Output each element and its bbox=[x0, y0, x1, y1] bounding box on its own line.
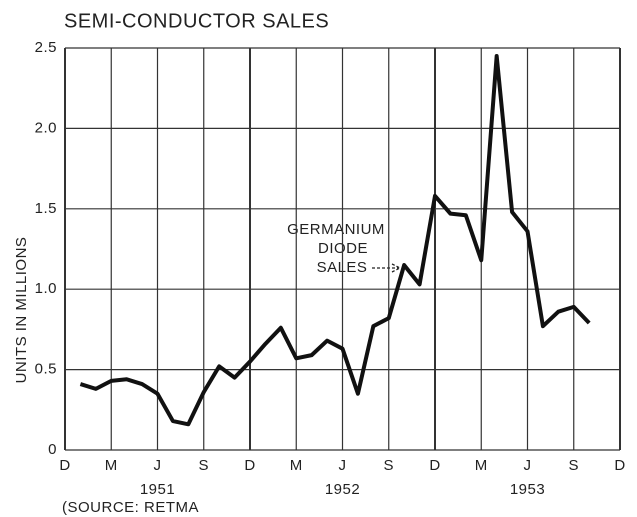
x-tick-label: D bbox=[429, 457, 440, 474]
y-tick-label: 0 bbox=[48, 441, 57, 458]
x-tick-label: M bbox=[105, 457, 118, 474]
annotation-line: GERMANIUM bbox=[287, 221, 385, 238]
y-tick-label: 1.5 bbox=[35, 200, 57, 217]
x-tick-label: M bbox=[475, 457, 488, 474]
data-line bbox=[79, 54, 591, 427]
annotation-arrow bbox=[372, 263, 402, 273]
chart-title: SEMI-CONDUCTOR SALES bbox=[64, 10, 329, 32]
year-label: 1953 bbox=[510, 481, 545, 498]
year-label: 1951 bbox=[140, 481, 175, 498]
x-tick-label: S bbox=[198, 457, 209, 474]
x-tick-label: S bbox=[383, 457, 394, 474]
y-tick-label: 1.0 bbox=[35, 280, 57, 297]
x-tick-label: J bbox=[524, 457, 532, 474]
x-tick-label: J bbox=[154, 457, 162, 474]
x-tick-label: D bbox=[59, 457, 70, 474]
x-tick-label: S bbox=[568, 457, 579, 474]
x-tick-label: M bbox=[290, 457, 303, 474]
source-note: (SOURCE: RETMA bbox=[62, 499, 199, 516]
y-tick-label: 2.0 bbox=[35, 119, 57, 136]
x-tick-label: D bbox=[244, 457, 255, 474]
year-label: 1952 bbox=[325, 481, 360, 498]
x-tick-label: D bbox=[614, 457, 625, 474]
y-tick-label: 0.5 bbox=[35, 361, 57, 378]
y-axis-label: UNITS IN MILLIONS bbox=[13, 237, 30, 384]
y-tick-label: 2.5 bbox=[35, 39, 57, 56]
annotation-line: SALES bbox=[317, 259, 368, 276]
x-tick-label: J bbox=[339, 457, 347, 474]
